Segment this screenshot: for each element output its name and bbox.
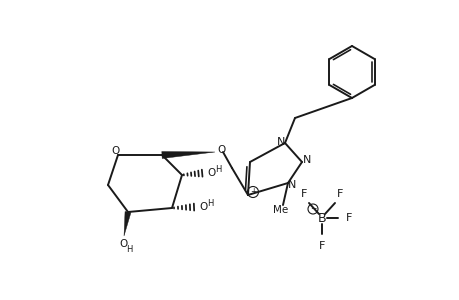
Text: O: O — [200, 202, 207, 212]
Text: Me: Me — [273, 205, 288, 215]
Text: H: H — [207, 199, 213, 208]
Text: −: − — [309, 205, 315, 214]
Text: O: O — [218, 145, 226, 155]
Text: B: B — [317, 212, 325, 224]
Polygon shape — [124, 212, 131, 236]
Text: F: F — [318, 241, 325, 251]
Text: O: O — [207, 168, 216, 178]
Text: F: F — [345, 213, 352, 223]
Text: H: H — [214, 164, 221, 173]
Text: N: N — [287, 180, 296, 190]
Text: +: + — [249, 188, 256, 196]
Text: N: N — [276, 137, 285, 147]
Polygon shape — [162, 152, 214, 158]
Text: H: H — [126, 245, 132, 254]
Text: F: F — [300, 189, 307, 199]
Text: F: F — [336, 189, 342, 199]
Text: O: O — [120, 239, 128, 249]
Text: N: N — [302, 155, 310, 165]
Text: O: O — [112, 146, 120, 156]
